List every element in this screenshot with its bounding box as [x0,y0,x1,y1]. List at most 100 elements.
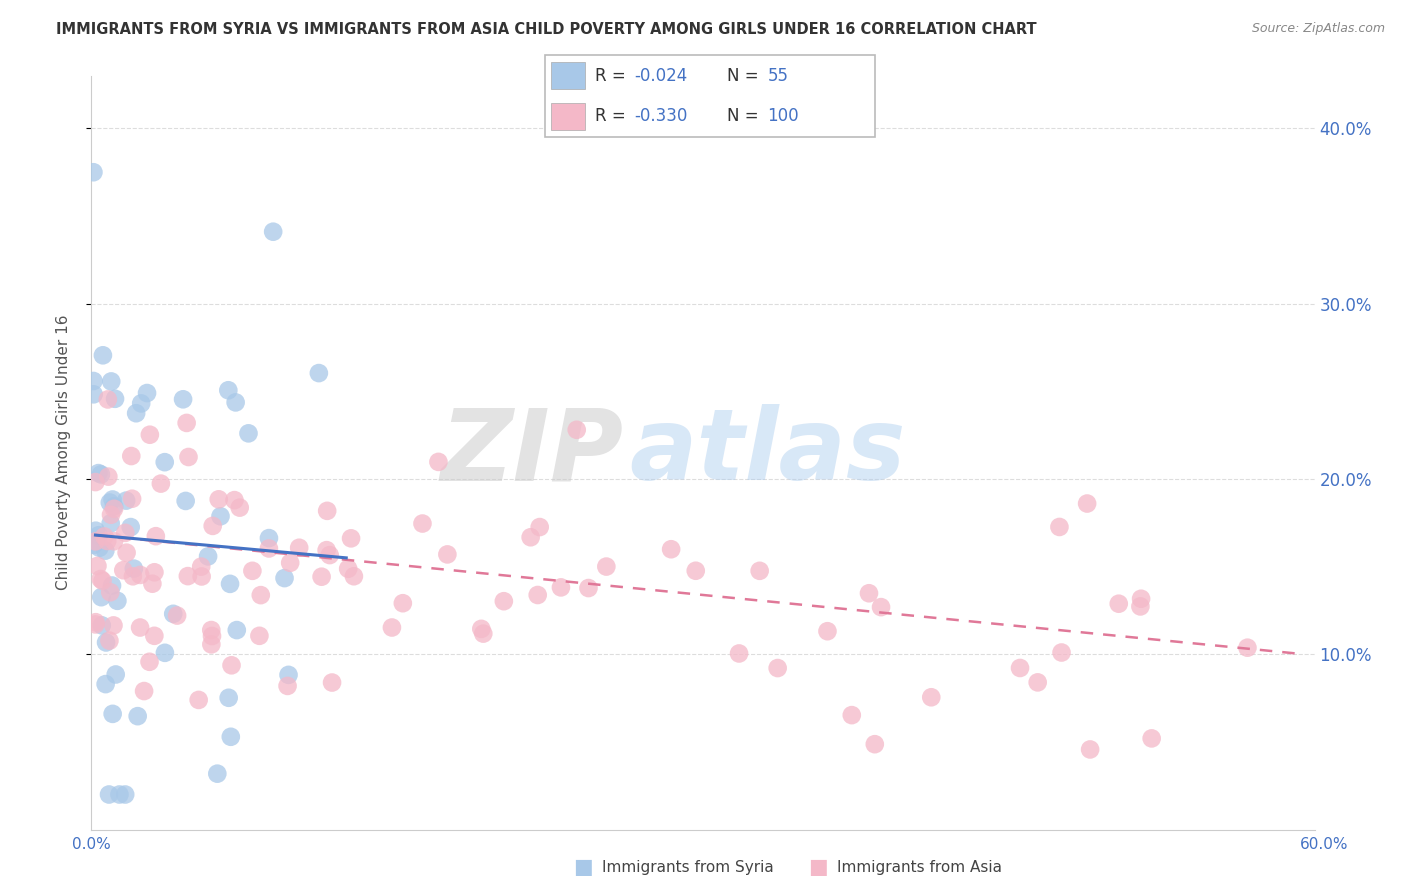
Point [208,492,231,507]
Point [436,548,458,562]
Point [659,542,682,557]
Point [100,516,122,531]
Point [685,564,707,578]
Point [153,646,176,660]
Text: Source: ZipAtlas.com: Source: ZipAtlas.com [1251,22,1385,36]
Point [94,677,117,691]
Point [84,617,107,632]
Point [277,668,299,682]
Point [277,679,299,693]
Point [578,581,600,595]
Point [1108,597,1130,611]
Point [817,624,839,639]
Point [115,546,138,560]
Text: Immigrants from Asia: Immigrants from Asia [837,860,1001,874]
Point [1050,646,1073,660]
Point [337,562,360,576]
Point [100,508,122,522]
Point [91,348,114,362]
Point [153,455,176,469]
Point [321,675,343,690]
Point [177,450,200,464]
Point [84,524,107,538]
Point [200,637,222,651]
Point [176,416,198,430]
Point [311,570,333,584]
Point [129,621,152,635]
Point [108,788,131,802]
Point [526,588,548,602]
Point [411,516,433,531]
Point [343,569,366,583]
Point [98,585,121,599]
Point [219,577,242,591]
Point [920,690,942,705]
Point [91,574,114,588]
Text: atlas: atlas [630,404,905,501]
Point [83,387,105,401]
Point [1008,661,1031,675]
Point [122,569,145,583]
Point [595,559,617,574]
Point [242,564,264,578]
Point [101,706,124,721]
Point [98,495,121,509]
Point [104,392,127,406]
Point [122,561,145,575]
Point [249,588,271,602]
Bar [551,103,585,130]
Point [172,392,194,407]
Point [858,586,880,600]
Text: 60.0%: 60.0% [1301,838,1348,852]
Y-axis label: Child Poverty Among Girls Under 16: Child Poverty Among Girls Under 16 [56,315,70,591]
Point [103,618,125,632]
Point [257,531,280,545]
Point [228,500,250,515]
Point [224,493,246,508]
Point [288,541,311,555]
Point [97,392,120,407]
Text: N =: N = [727,107,763,125]
Point [105,594,128,608]
Point [427,455,450,469]
Point [114,788,136,802]
Text: R =: R = [595,107,631,125]
Text: -0.024: -0.024 [634,67,688,85]
Point [197,549,219,564]
Point [90,467,112,482]
Point [125,406,148,420]
Point [315,543,337,558]
Point [1076,497,1098,511]
Point [1130,591,1153,606]
Point [145,529,167,543]
Point [112,563,135,577]
Point [87,466,110,480]
Point [90,618,112,632]
Point [82,165,104,179]
Point [381,620,404,634]
Text: 100: 100 [768,107,799,125]
Point [84,615,107,630]
Text: 55: 55 [768,67,789,85]
Point [132,684,155,698]
Point [470,622,492,636]
Point [90,572,112,586]
Point [257,541,280,556]
Point [166,608,188,623]
Point [174,494,197,508]
Point [273,571,295,585]
Point [190,569,212,583]
Point [1078,742,1101,756]
Point [115,493,138,508]
Point [98,788,121,802]
Bar [551,62,585,89]
Point [149,476,172,491]
Point [101,492,124,507]
Point [316,504,339,518]
Point [83,538,105,552]
FancyBboxPatch shape [544,55,876,136]
Point [221,658,243,673]
Point [550,580,572,594]
Point [94,635,117,649]
Point [392,596,415,610]
